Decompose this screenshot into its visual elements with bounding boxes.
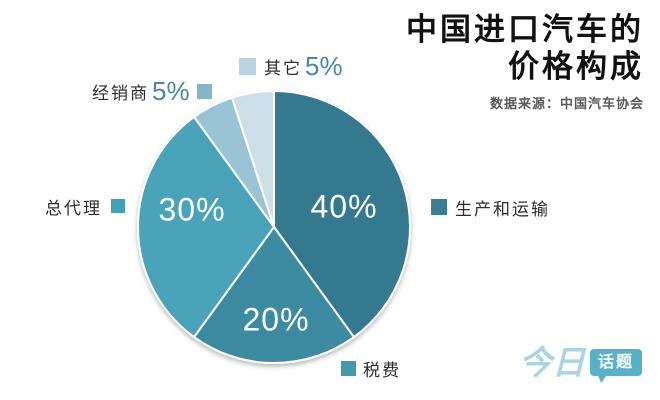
tax-swatch-icon — [341, 360, 356, 376]
dealer-label: 经销商 — [92, 83, 149, 103]
dealer-swatch-icon — [196, 83, 212, 99]
pie-slice-1 — [193, 226, 355, 365]
pie-slices-group — [137, 90, 411, 365]
page-title-line2: 价格构成 — [508, 48, 644, 84]
other-label: 其它 — [264, 58, 302, 78]
logo-script-text: 今日 — [519, 343, 585, 382]
logo-speech-bubble: 话题 — [590, 348, 643, 377]
other-swatch-icon — [239, 57, 256, 75]
legend-row-dealer: 经销商 5% — [92, 75, 212, 106]
pie-label-tax-pct: 20% — [242, 301, 310, 338]
legend-row-other: 其它 5% — [239, 50, 346, 81]
pie-chart — [137, 90, 411, 365]
pie-label-production-pct: 40% — [310, 188, 378, 225]
brand-logo: 今日 话题 — [519, 343, 643, 382]
agent-swatch-icon — [111, 199, 125, 213]
pie-label-agent-pct: 30% — [158, 191, 226, 228]
data-source: 数据来源：中国汽车协会 — [489, 96, 644, 112]
dealer-pct: 5% — [152, 75, 190, 106]
legend-row-tax: 税费 — [341, 355, 401, 381]
pie-slice-4 — [230, 90, 275, 228]
title-block: 中国进口汽车的 价格构成 数据来源：中国汽车协会 — [406, 12, 644, 112]
tax-label: 税费 — [363, 360, 401, 380]
pie-slice-2 — [137, 115, 275, 339]
production-label: 生产和运输 — [455, 199, 550, 219]
production-swatch-icon — [431, 199, 447, 215]
pie-slice-0 — [273, 90, 411, 339]
legend-row-agent: 总代理 — [45, 193, 125, 219]
agent-label: 总代理 — [45, 198, 102, 218]
legend-row-production: 生产和运输 — [431, 194, 550, 220]
other-pct: 5% — [305, 50, 343, 81]
page-title-line1: 中国进口汽车的 — [406, 12, 644, 47]
